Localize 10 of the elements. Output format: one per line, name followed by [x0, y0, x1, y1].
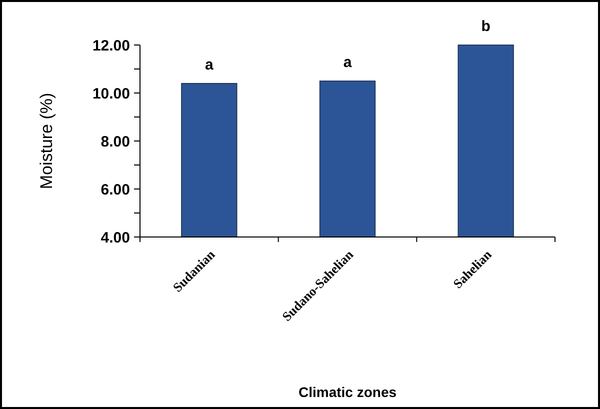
annotation: a	[343, 54, 352, 71]
y-tick-label: 8.00	[100, 133, 130, 150]
annotation: b	[481, 18, 490, 35]
y-tick-label: 6.00	[100, 181, 130, 198]
y-tick-label: 4.00	[100, 229, 130, 246]
y-axis-title: Moisture (%)	[37, 92, 56, 190]
y-tick-label: 12.00	[92, 37, 130, 54]
annotation: a	[204, 56, 214, 74]
y-tick-label: 10.00	[92, 85, 130, 102]
x-axis-title: Climatic zones	[298, 384, 397, 400]
